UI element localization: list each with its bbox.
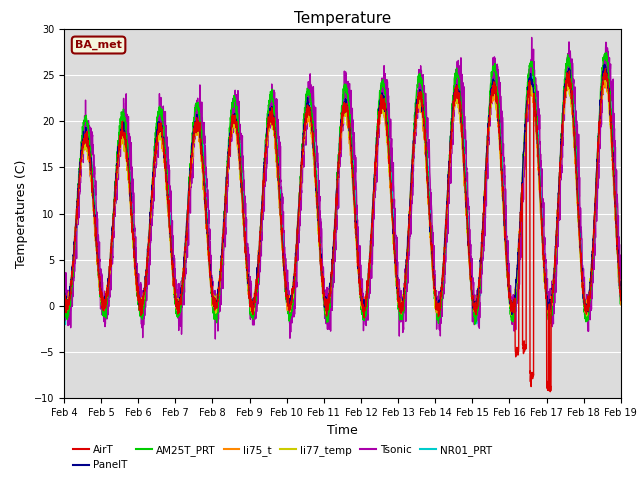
Text: BA_met: BA_met bbox=[75, 40, 122, 50]
Y-axis label: Temperatures (C): Temperatures (C) bbox=[15, 159, 28, 268]
Legend: AirT, PanelT, AM25T_PRT, li75_t, li77_temp, Tsonic, NR01_PRT: AirT, PanelT, AM25T_PRT, li75_t, li77_te… bbox=[69, 441, 496, 475]
Title: Temperature: Temperature bbox=[294, 11, 391, 26]
X-axis label: Time: Time bbox=[327, 424, 358, 437]
